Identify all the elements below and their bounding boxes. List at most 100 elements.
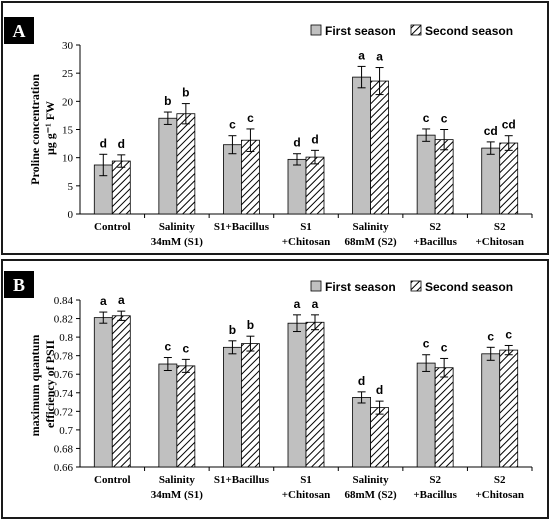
bar-second-season — [434, 139, 454, 215]
significance-letter: c — [229, 118, 236, 132]
bar-second-season — [499, 142, 519, 215]
category-label: Salinity 68mM (S2) — [344, 221, 397, 248]
y-tick-label: 0.78 — [54, 351, 74, 363]
bar-second-season — [370, 407, 389, 468]
significance-letter: a — [100, 294, 107, 308]
y-tick-label: 0.68 — [54, 443, 74, 455]
bar-first-season — [416, 134, 436, 215]
bar-second-season — [176, 365, 196, 468]
category-label-line: 34mM (S1) — [151, 236, 204, 248]
plot-area-b: 0.660.680.70.720.740.760.780.80.820.84 a a… — [54, 293, 533, 501]
bar-second-season — [111, 160, 131, 215]
category-label-line: Salinity — [159, 474, 196, 486]
category-label-line: Salinity — [353, 221, 390, 233]
category-label-line: 68mM (S2) — [344, 236, 397, 248]
category-label: Control — [94, 221, 130, 233]
category-label-line: S2 — [429, 474, 441, 486]
significance-letter: a — [312, 297, 319, 311]
bar-first-season — [287, 158, 307, 215]
category-label-line: +Chitosan — [475, 489, 523, 501]
category-label: Salinity 34mM (S1) — [151, 474, 204, 501]
y-tick-label: 0.82 — [54, 314, 73, 326]
significance-letter: b — [182, 86, 189, 100]
bar-second-season — [434, 367, 454, 468]
panel-b-label-box — [4, 271, 34, 298]
y-axis-title-a-line1: Proline concentration — [28, 74, 42, 185]
category-label-line: S2 — [429, 221, 441, 233]
bar-first-season — [158, 117, 178, 215]
bar-first-season — [352, 76, 371, 215]
category-label-line: Control — [94, 221, 130, 233]
significance-letter: a — [376, 50, 383, 64]
bar-second-season — [305, 321, 325, 468]
y-axis-title-b-line1: maximum quantum — [28, 335, 42, 437]
significance-letter: c — [441, 112, 448, 126]
y-tick-label: 5 — [68, 181, 74, 193]
bar-first-season — [158, 363, 178, 468]
y-tick-label: 0.66 — [54, 462, 74, 474]
legend-swatch-second — [410, 280, 422, 292]
legend-swatch-second — [410, 24, 422, 36]
significance-letter: c — [183, 341, 190, 355]
y-axis-title-a-line2: μg g⁻¹ FW — [43, 101, 57, 155]
y-tick-label: 25 — [62, 68, 74, 80]
category-label: S2 +Chitosan — [475, 474, 523, 501]
y-tick-label: 0 — [68, 209, 74, 221]
significance-letter: c — [441, 340, 448, 354]
category-label-line: S1 — [300, 221, 312, 233]
y-tick-label: 0.72 — [54, 406, 73, 418]
significance-letter: a — [358, 48, 365, 62]
category-label-line: +Chitosan — [475, 236, 523, 248]
category-label-line: Salinity — [159, 221, 196, 233]
legend-swatch-first — [310, 24, 322, 36]
category-label-line: Salinity — [353, 474, 390, 486]
significance-letter: b — [247, 318, 254, 332]
bar-first-season — [416, 362, 436, 468]
category-label: S2 +Bacillus — [413, 221, 457, 248]
significance-letter: b — [164, 94, 171, 108]
bar-first-season — [93, 317, 113, 468]
category-label: Control — [94, 474, 130, 486]
bar-first-season — [481, 353, 501, 468]
category-label: S1+Bacillus — [214, 474, 270, 486]
significance-letter: cd — [502, 118, 516, 132]
bar-first-season — [481, 147, 501, 215]
significance-letter: d — [311, 132, 318, 146]
bar-first-season — [352, 397, 371, 468]
category-label: S1 +Chitosan — [282, 474, 330, 501]
y-tick-label: 0.76 — [54, 369, 74, 381]
category-label-line: +Chitosan — [282, 489, 330, 501]
bar-second-season — [370, 80, 389, 215]
panel-b-label: B — [13, 275, 25, 295]
legend-a: First season Second season — [310, 24, 513, 38]
category-label-line: S2 — [494, 474, 506, 486]
legend-label-second: Second season — [425, 24, 513, 38]
y-tick-label: 0.74 — [54, 388, 74, 400]
category-label-line: S1+Bacillus — [214, 474, 270, 486]
y-tick-label: 30 — [62, 40, 74, 52]
legend-label-first: First season — [325, 280, 396, 294]
panel-b-border — [1, 259, 549, 519]
panel-a-label: A — [13, 21, 26, 41]
category-label: S2 +Bacillus — [413, 474, 457, 501]
category-label-line: +Bacillus — [413, 489, 457, 501]
category-label-line: S1+Bacillus — [214, 221, 270, 233]
bar-first-season — [287, 322, 307, 468]
significance-letter: d — [293, 136, 300, 150]
significance-letter: cd — [484, 124, 498, 138]
legend-label-first: First season — [325, 24, 396, 38]
category-label-line: 68mM (S2) — [344, 489, 397, 501]
legend-label-second: Second season — [425, 280, 513, 294]
significance-letter: d — [118, 137, 125, 151]
bar-first-season — [223, 346, 242, 468]
significance-letter: d — [100, 136, 107, 150]
bar-second-season — [111, 315, 131, 468]
significance-letter: c — [487, 329, 494, 343]
category-label-line: S2 — [494, 221, 506, 233]
y-tick-label: 0.7 — [59, 425, 73, 437]
bar-second-season — [499, 349, 519, 468]
category-label-line: 34mM (S1) — [151, 489, 204, 501]
significance-letter: c — [423, 337, 430, 351]
